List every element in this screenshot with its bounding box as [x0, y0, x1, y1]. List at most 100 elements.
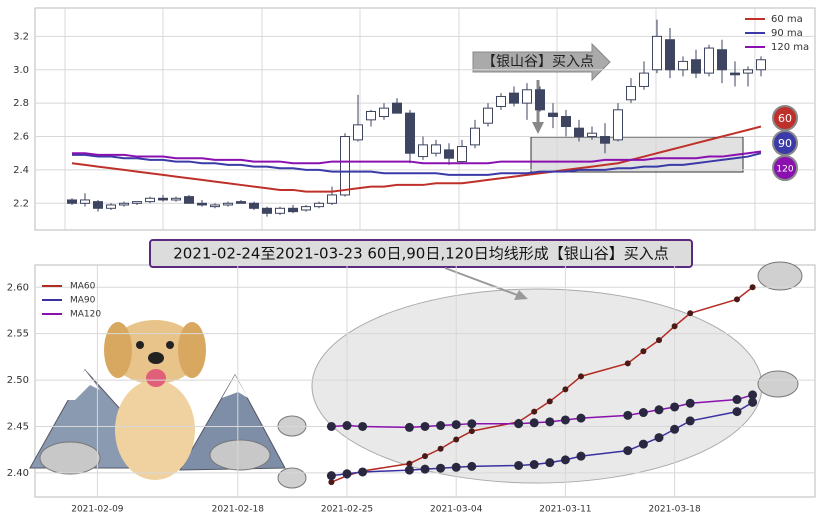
- ma-line: [72, 152, 762, 176]
- data-point: [576, 413, 586, 423]
- candle-body: [236, 201, 246, 204]
- title-pointer: [444, 267, 521, 297]
- candle-body: [704, 47, 714, 74]
- data-point: [514, 460, 524, 470]
- annotation-text: 【银山谷】买入点: [482, 54, 594, 70]
- highlight-ellipse: [311, 288, 763, 484]
- candle-body: [80, 199, 90, 204]
- data-point: [748, 390, 758, 400]
- y-tick-label: 2.55: [7, 329, 29, 340]
- x-tick-label: 2021-02-25: [321, 505, 373, 515]
- candle-body: [496, 95, 506, 107]
- candle-body: [574, 127, 584, 138]
- candle-body: [249, 202, 259, 209]
- data-point: [437, 445, 444, 452]
- candle-body: [470, 127, 480, 146]
- data-point: [404, 422, 414, 432]
- candle-body: [171, 197, 181, 201]
- candle-body: [691, 59, 701, 74]
- candle-body: [340, 136, 350, 196]
- end-label: 120: [776, 165, 793, 175]
- candle-body: [132, 201, 142, 204]
- candle-body: [405, 112, 415, 154]
- data-point: [468, 428, 475, 435]
- data-point: [326, 421, 336, 431]
- legend-label: MA120: [70, 310, 101, 320]
- data-point: [654, 405, 664, 415]
- data-point: [453, 436, 460, 443]
- end-label: 90: [778, 137, 792, 150]
- data-point: [420, 421, 430, 431]
- legend-label: 90 ma: [771, 28, 803, 39]
- ma-line: [71, 125, 762, 193]
- data-point: [685, 398, 695, 408]
- candle-body: [483, 107, 493, 124]
- data-point: [638, 439, 648, 449]
- candle-body: [314, 202, 324, 208]
- data-point: [687, 310, 694, 317]
- data-point: [562, 386, 569, 393]
- top-vertical-grid: [64, 8, 756, 230]
- chart-title: 2021-02-24至2021-03-23 60日,90日,120日均线形成【银…: [173, 245, 668, 263]
- data-point: [326, 471, 336, 481]
- data-point: [420, 464, 430, 474]
- candle-body: [93, 201, 103, 209]
- data-point: [406, 460, 413, 467]
- data-point: [734, 296, 740, 303]
- candle-body: [301, 206, 311, 211]
- data-point: [342, 469, 352, 479]
- data-point: [436, 421, 446, 431]
- candle-body: [600, 136, 610, 144]
- candle-body: [548, 112, 558, 117]
- data-point: [671, 323, 678, 330]
- data-point: [545, 458, 555, 468]
- y-tick-label: 2.2: [13, 198, 29, 209]
- data-point: [685, 416, 695, 426]
- candle-body: [561, 115, 571, 128]
- data-point: [670, 424, 680, 434]
- annotation-arrow: [472, 42, 611, 82]
- data-point: [358, 467, 368, 477]
- candle-body: [327, 194, 337, 204]
- candle-body: [366, 110, 376, 121]
- legend-label: 60 ma: [771, 14, 803, 25]
- data-point: [529, 418, 539, 428]
- y-tick-label: 2.6: [13, 132, 29, 143]
- data-point: [638, 408, 648, 418]
- data-point: [623, 446, 633, 456]
- data-point: [732, 407, 742, 417]
- candle-body: [730, 72, 740, 76]
- candle-body: [613, 109, 623, 141]
- y-tick-label: 3.0: [13, 65, 29, 76]
- legend-label: MA60: [70, 282, 96, 292]
- data-point: [732, 395, 742, 405]
- title-pointer-head: [514, 290, 528, 300]
- x-tick-label: 2021-03-11: [539, 505, 591, 515]
- candle-body: [457, 146, 467, 163]
- candle-body: [67, 199, 77, 204]
- data-point: [467, 419, 477, 429]
- ma-line: [72, 150, 762, 165]
- candle-body: [418, 144, 428, 158]
- x-tick-label: 2021-03-04: [430, 505, 483, 515]
- candle-body: [756, 59, 766, 71]
- data-point: [545, 417, 555, 427]
- candle-body: [743, 69, 753, 74]
- data-point: [529, 460, 539, 470]
- y-tick-label: 2.40: [7, 468, 29, 479]
- data-point: [404, 465, 414, 475]
- data-point: [451, 462, 461, 472]
- candle-body: [106, 204, 116, 209]
- data-point: [578, 373, 584, 380]
- data-point: [436, 463, 446, 473]
- candle-body: [717, 49, 727, 71]
- y-tick-label: 2.60: [7, 282, 29, 293]
- data-point: [514, 419, 524, 429]
- candle-body: [210, 204, 220, 208]
- legend-label: 120 ma: [771, 42, 809, 53]
- data-point: [749, 284, 756, 291]
- end-label: 60: [778, 112, 792, 125]
- y-tick-label: 2.4: [13, 165, 29, 176]
- candle-body: [379, 107, 389, 117]
